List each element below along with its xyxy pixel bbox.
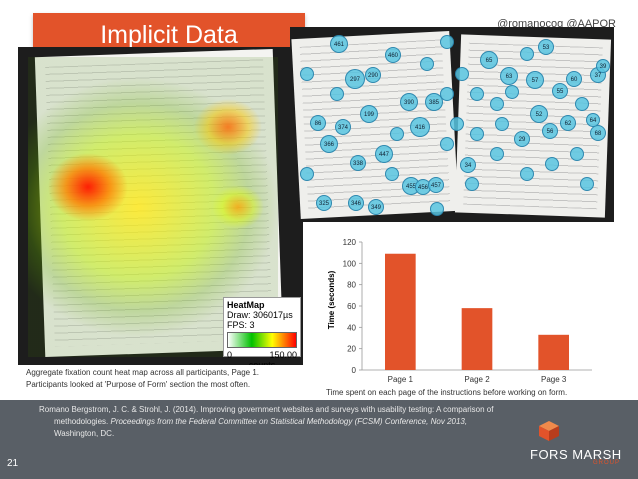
logo-text: FORS MARSH: [530, 447, 622, 462]
fixation-point: [520, 167, 534, 181]
heatmap-legend-fps: FPS: 3: [227, 320, 255, 330]
fixation-point: [490, 97, 504, 111]
fixation-point: [570, 147, 584, 161]
fixation-point: 366: [320, 135, 338, 153]
fixation-point: 290: [365, 67, 381, 83]
fixation-point: [470, 87, 484, 101]
heatmap-legend-unit: counts: [248, 360, 276, 365]
fors-marsh-logo: FORS MARSH GROUP: [530, 420, 630, 466]
fixation-point: [430, 202, 444, 216]
fixation-point: 349: [368, 199, 384, 215]
fixation-point: 55: [552, 83, 568, 99]
bars: [385, 253, 569, 370]
y-axis-label: Time (seconds): [327, 270, 336, 329]
fixation-point: 56: [542, 123, 558, 139]
fixation-point: 62: [560, 115, 576, 131]
fixation-point: [300, 167, 314, 181]
logo-cube-icon: [539, 421, 559, 441]
bar-page-3: [538, 334, 569, 370]
fixation-point: 374: [335, 119, 351, 135]
heatmap-caption-line1: Aggregate fixation count heat map across…: [26, 368, 260, 377]
fixation-point: 346: [348, 195, 364, 211]
fixation-point: [580, 177, 594, 191]
fixation-point: [505, 85, 519, 99]
fixation-point: 65: [480, 51, 498, 69]
fixation-point: 338: [350, 155, 366, 171]
fixation-point: 297: [345, 69, 365, 89]
y-tick-label: 40: [347, 323, 356, 332]
fixation-point: [495, 117, 509, 131]
fixation-point: 457: [428, 177, 444, 193]
heatmap-legend-min: 0: [227, 350, 233, 360]
fixation-point: 57: [526, 71, 544, 89]
fixation-point: 460: [385, 47, 401, 63]
fixation-point: 34: [460, 157, 476, 173]
fixation-point: 68: [590, 125, 606, 141]
fixation-point: 199: [360, 105, 378, 123]
fixation-point: [390, 127, 404, 141]
x-axis: Page 1 Page 2 Page 3: [388, 375, 567, 384]
fixation-point: [520, 47, 534, 61]
bar-page-1: [385, 253, 416, 370]
y-axis: 0 20 40 60 80 100 120: [343, 238, 592, 375]
reference-line2: methodologies.: [54, 417, 111, 426]
x-tick-label: Page 2: [464, 375, 490, 384]
reference-line1: Romano Bergstrom, J. C. & Strohl, J. (20…: [39, 405, 494, 414]
fixation-point: 29: [514, 131, 530, 147]
fixation-point: 416: [410, 117, 430, 137]
chart-caption: Time spent on each page of the instructi…: [326, 388, 568, 397]
logo-subtext: GROUP: [592, 460, 620, 466]
gazeplot-image: 461 460 297 290 390 385 374 366 447 416 338 455 456 4…: [290, 27, 614, 222]
fixation-point: 325: [316, 195, 332, 211]
slide-number: 21: [7, 458, 19, 469]
y-tick-label: 100: [343, 259, 357, 268]
fixation-point: [545, 157, 559, 171]
fixation-point: [450, 117, 464, 131]
y-tick-label: 80: [347, 281, 356, 290]
heatmap-legend: HeatMap Draw: 306017µs FPS: 3 0 150.00 c…: [223, 297, 301, 365]
y-tick-label: 20: [347, 345, 356, 354]
bar-page-2: [461, 308, 493, 370]
heatmap-legend-scale: [227, 332, 297, 348]
fixation-point: 385: [425, 93, 443, 111]
fixation-point: [440, 35, 454, 49]
fixation-point: [440, 137, 454, 151]
fixation-point: 63: [500, 67, 518, 85]
fixation-point: 53: [538, 39, 554, 55]
x-tick-label: Page 1: [388, 375, 414, 384]
reference-line3: Washington, DC.: [54, 429, 115, 438]
fixation-point: 447: [375, 145, 393, 163]
reference-line2-italic: Proceedings from the Federal Committee o…: [110, 417, 468, 426]
footer-band: [0, 400, 638, 479]
fixation-point: [300, 67, 314, 81]
heatmap-legend-title: HeatMap: [227, 300, 265, 310]
fixation-point: [575, 97, 589, 111]
fixation-point: [455, 67, 469, 81]
fixation-point: 39: [596, 59, 610, 73]
heatmap-legend-draw: Draw: 306017µs: [227, 310, 293, 320]
fixation-point: 86: [310, 115, 326, 131]
fixation-point: [385, 167, 399, 181]
fixation-point: [465, 177, 479, 191]
fixation-point: [470, 127, 484, 141]
y-tick-label: 60: [347, 302, 356, 311]
y-tick-label: 120: [343, 238, 357, 247]
fixation-point: 64: [586, 113, 600, 127]
fixation-point: 390: [400, 93, 418, 111]
heatmap-image: HeatMap Draw: 306017µs FPS: 3 0 150.00 c…: [18, 47, 303, 365]
fixation-point: [420, 57, 434, 71]
fixation-point: [330, 87, 344, 101]
fixation-point: 52: [530, 105, 548, 123]
fixation-point: 461: [330, 35, 348, 53]
reference-citation: Romano Bergstrom, J. C. & Strohl, J. (20…: [39, 404, 514, 440]
fixation-point: [440, 87, 454, 101]
y-tick-label: 0: [352, 366, 357, 375]
fixation-point: [490, 147, 504, 161]
fixation-point: 60: [566, 71, 582, 87]
heatmap-caption: Aggregate fixation count heat map across…: [26, 367, 259, 391]
heatmap-caption-line2: Participants looked at 'Purpose of Form'…: [26, 380, 251, 389]
x-tick-label: Page 3: [541, 375, 567, 384]
heatmap-legend-max: 150.00: [269, 350, 297, 360]
